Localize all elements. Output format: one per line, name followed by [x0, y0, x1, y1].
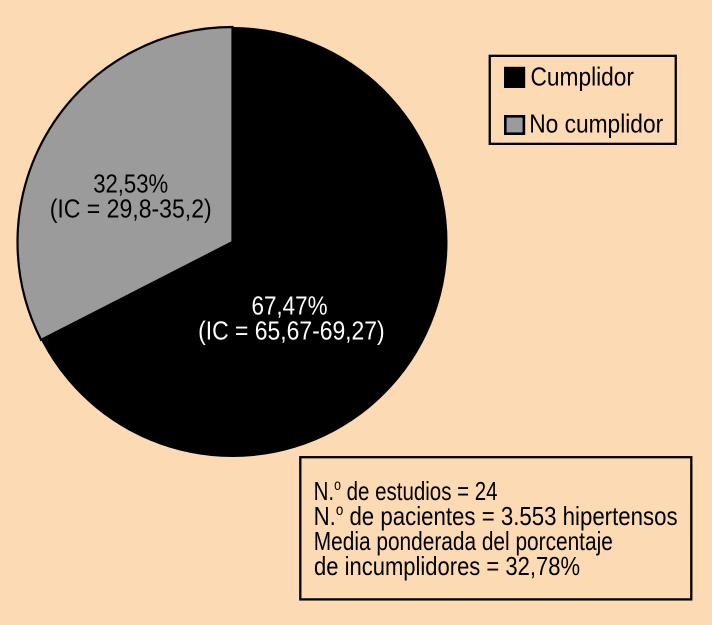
svg-text:Cumplidor: Cumplidor [531, 62, 635, 92]
svg-text:No cumplidor: No cumplidor [529, 109, 663, 139]
svg-text:67,47%: 67,47% [252, 291, 328, 321]
svg-text:32,53%: 32,53% [93, 169, 168, 199]
svg-text:Media ponderada del porcentaje: Media ponderada del porcentaje [314, 528, 613, 556]
svg-text:(IC = 65,67-69,27): (IC = 65,67-69,27) [198, 316, 385, 346]
svg-text:(IC = 29,8-35,2): (IC = 29,8-35,2) [50, 194, 212, 224]
svg-text:N.o de pacientes = 3.553 hiper: N.o de pacientes = 3.553 hipertensos [314, 502, 678, 531]
svg-text:N.o de estudios = 24: N.o de estudios = 24 [314, 477, 498, 506]
svg-text:de incumplidores = 32,78%: de incumplidores = 32,78% [314, 553, 580, 581]
